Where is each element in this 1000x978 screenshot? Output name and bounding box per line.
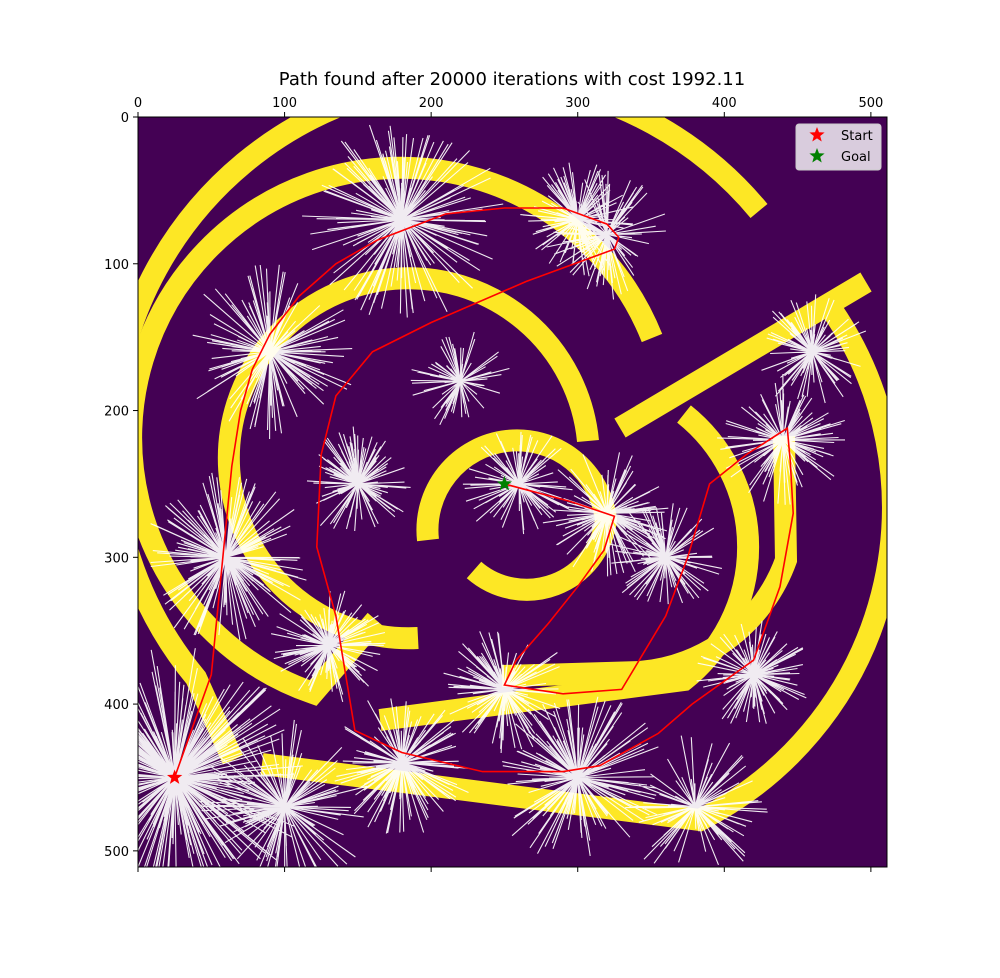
wall-right-inner <box>501 435 798 687</box>
legend-start-label: Start <box>841 129 873 144</box>
y-tick-label: 300 <box>104 551 129 566</box>
legend: Start Goal <box>795 123 882 171</box>
rrt-tree <box>138 124 867 867</box>
plot-area <box>138 117 887 867</box>
wall-outer-c <box>138 117 768 765</box>
x-tick-label: 200 <box>419 96 444 111</box>
y-axis: 0 100 200 300 400 500 <box>104 111 138 860</box>
y-tick-label: 100 <box>104 258 129 273</box>
wall-diagonal-long <box>614 272 872 438</box>
x-tick-label: 100 <box>272 96 297 111</box>
tree-edge-bundle <box>138 124 867 867</box>
wall-inner-c <box>416 429 618 601</box>
chart-title: Path found after 20000 iterations with c… <box>279 69 745 90</box>
legend-goal-star-icon <box>809 148 825 163</box>
legend-start-star-icon <box>809 127 825 142</box>
y-tick-label: 500 <box>104 845 129 860</box>
wall-right-arc <box>260 303 887 832</box>
x-tick-label: 400 <box>712 96 737 111</box>
goal-marker <box>496 475 512 491</box>
y-tick-label: 0 <box>121 111 129 126</box>
legend-goal-label: Goal <box>841 150 871 165</box>
x-axis-bottom <box>137 867 872 872</box>
y-tick-label: 400 <box>104 698 129 713</box>
x-tick-label: 300 <box>565 96 590 111</box>
start-marker <box>167 769 183 784</box>
plot-frame <box>137 116 888 868</box>
x-tick-label: 0 <box>134 96 142 111</box>
maze-walls <box>138 117 887 832</box>
solution-path <box>173 207 795 778</box>
y-tick-label: 200 <box>104 405 129 420</box>
x-tick-label: 500 <box>858 96 883 111</box>
x-axis-top: 0 100 200 300 400 500 <box>134 96 883 117</box>
